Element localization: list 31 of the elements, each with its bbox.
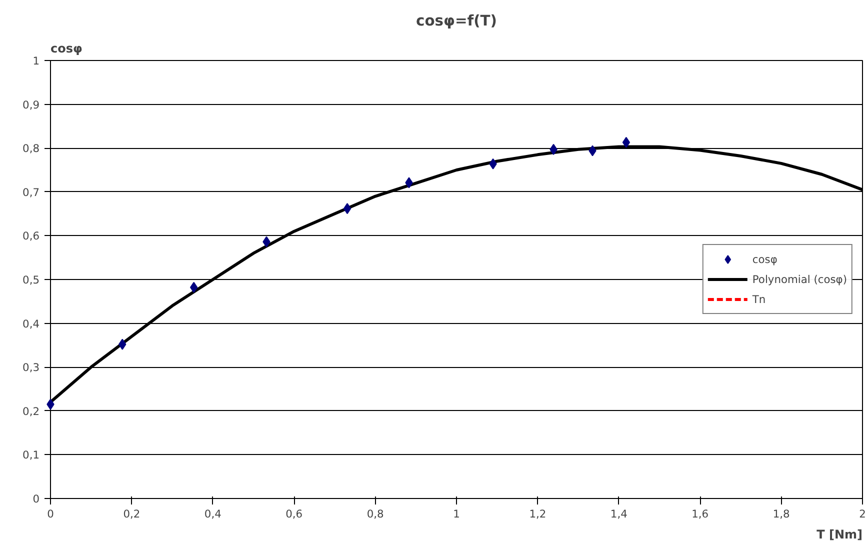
y-tick-label: 0,4 <box>22 317 40 330</box>
y-tick-label: 0,2 <box>22 404 40 418</box>
y-tick-label: 0,1 <box>22 448 40 462</box>
y-tick-label: 0,7 <box>22 186 40 199</box>
x-tick-label: 0,8 <box>366 508 384 520</box>
x-tick-label: 1,6 <box>692 508 709 520</box>
y-tick-label: 0,9 <box>22 98 40 112</box>
legend-label: Tn <box>752 292 767 306</box>
y-tick-label: 0,3 <box>22 361 40 374</box>
x-tick-label: 0,2 <box>123 508 140 520</box>
x-tick-label: 1,4 <box>610 508 628 520</box>
y-axis-title: cosφ <box>50 42 82 56</box>
point <box>343 203 352 214</box>
y-tick-label: 1 <box>32 54 40 68</box>
point <box>190 282 198 293</box>
x-tick-label: 0 <box>47 508 54 520</box>
legend-label: cosφ <box>752 252 778 266</box>
y-tick-label: 0,6 <box>22 230 40 243</box>
y-tick-label: 0,5 <box>22 274 40 286</box>
legend-label: Polynomial (cosφ) <box>752 272 847 286</box>
x-tick-label: 1,8 <box>772 508 790 520</box>
point <box>622 136 630 148</box>
x-tick-label: 2 <box>859 508 866 520</box>
x-tick-label: 1 <box>453 508 460 520</box>
y-tick-label: 0 <box>32 492 40 506</box>
x-axis-title: T [Nm] <box>816 528 863 542</box>
y-tick-label: 0,8 <box>22 142 40 156</box>
x-tick-label: 0,6 <box>286 508 303 520</box>
x-tick-label: 0,4 <box>204 508 222 520</box>
chart-title: cosφ=f(T) <box>416 12 497 30</box>
x-tick-label: 1,2 <box>529 508 546 520</box>
